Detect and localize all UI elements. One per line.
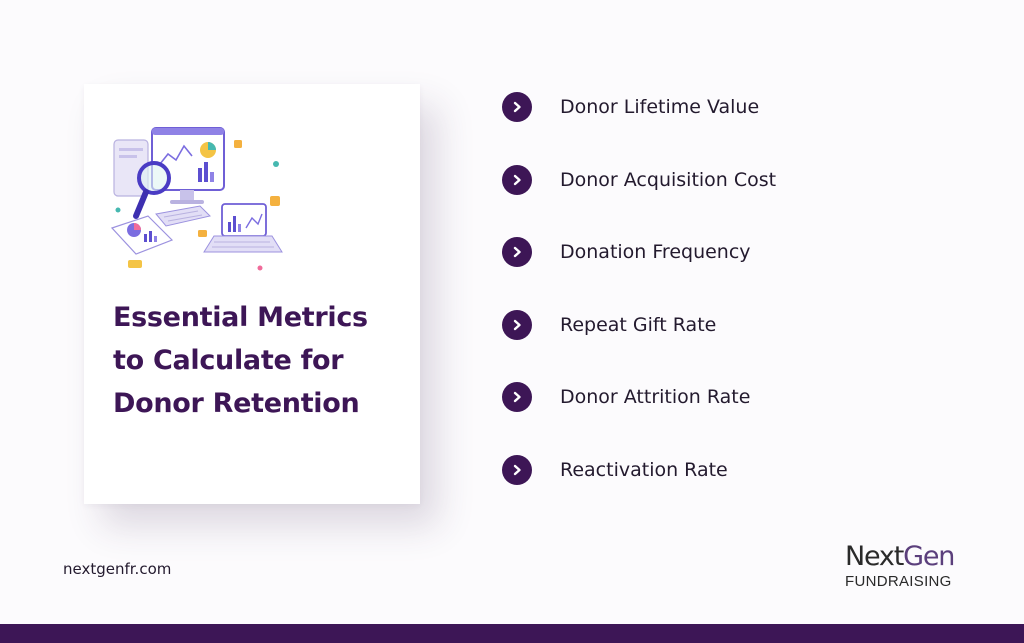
list-item: Donor Acquisition Cost xyxy=(502,163,882,197)
chevron-right-icon xyxy=(502,454,532,485)
list-item: Donation Frequency xyxy=(502,235,882,269)
chevron-right-icon xyxy=(502,164,532,195)
analytics-monitor-magnifier-icon xyxy=(110,127,283,271)
title-line-2: to Calculate for xyxy=(113,345,344,376)
list-item: Reactivation Rate xyxy=(502,453,882,487)
metric-label: Donation Frequency xyxy=(560,241,751,264)
chevron-right-icon xyxy=(502,92,532,122)
website-link[interactable]: nextgenfr.com xyxy=(63,560,172,578)
list-item: Donor Lifetime Value xyxy=(502,90,882,124)
logo-next-text: Next xyxy=(845,541,904,572)
title-card: Essential Metrics to Calculate for Donor… xyxy=(84,84,420,504)
metric-label: Donor Lifetime Value xyxy=(560,96,760,118)
metric-label: Reactivation Rate xyxy=(560,458,728,481)
chevron-right-icon xyxy=(502,237,532,268)
metrics-list: Donor Lifetime Value Donor Acquisition C… xyxy=(502,90,882,526)
page-title: Essential Metrics to Calculate for Donor… xyxy=(113,296,403,425)
logo-gen-text: Gen xyxy=(903,541,955,572)
list-item: Repeat Gift Rate xyxy=(502,308,882,342)
logo-subtitle: FUNDRAISING xyxy=(845,573,952,590)
title-line-1: Essential Metrics xyxy=(113,302,368,333)
logo-wordmark: NextGen xyxy=(845,542,975,572)
metric-label: Donor Acquisition Cost xyxy=(560,168,777,191)
chevron-right-icon xyxy=(502,382,532,413)
list-item: Donor Attrition Rate xyxy=(502,380,882,414)
nextgen-fundraising-logo: NextGen FUNDRAISING xyxy=(845,542,975,591)
footer-bar xyxy=(0,624,1024,643)
metric-label: Donor Attrition Rate xyxy=(560,386,751,409)
chevron-right-icon xyxy=(502,309,532,340)
metric-label: Repeat Gift Rate xyxy=(560,313,717,336)
title-line-3: Donor Retention xyxy=(113,388,360,419)
